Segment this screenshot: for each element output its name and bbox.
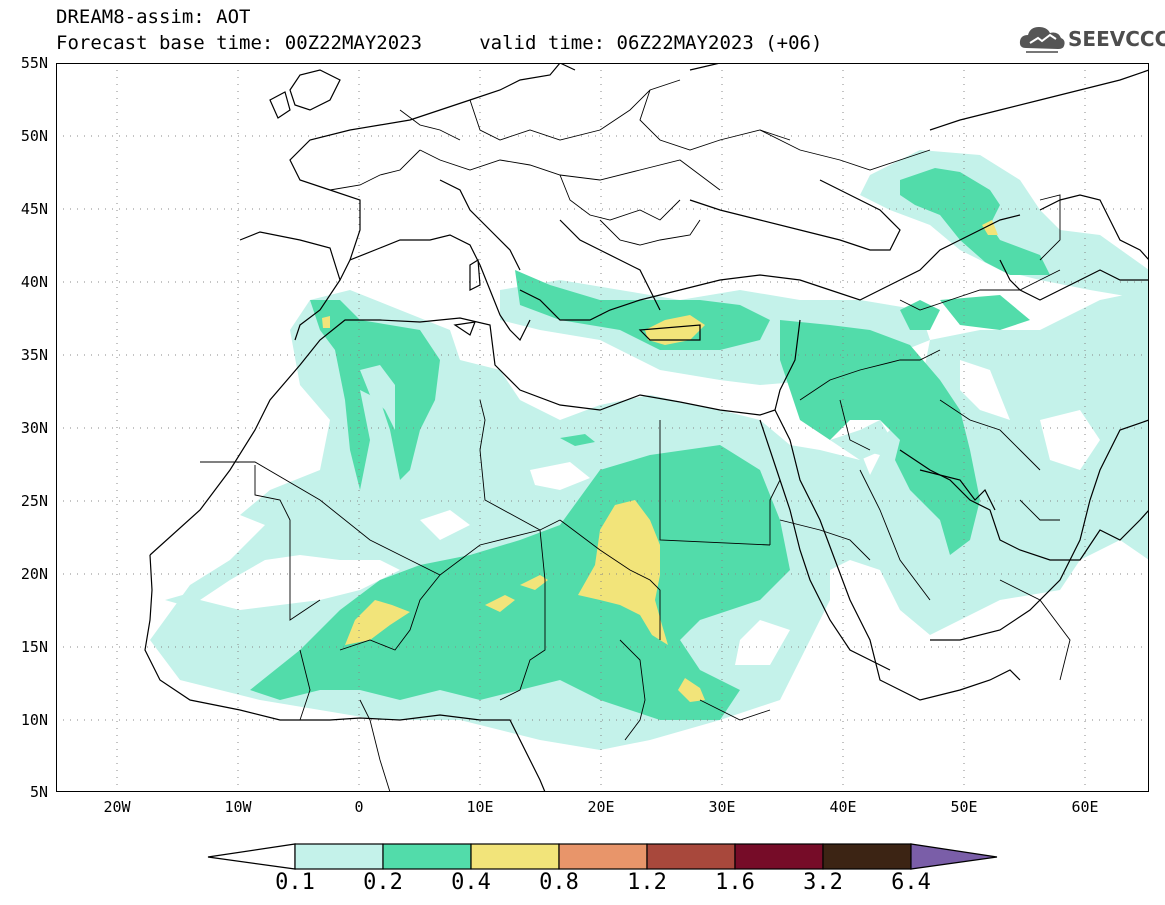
colorbar-label: 0.8 — [539, 870, 579, 895]
colorbar-box — [822, 843, 912, 870]
coastlines — [144, 63, 1149, 792]
colorbar-box — [558, 843, 648, 870]
colorbar-over-arrow — [910, 843, 998, 870]
lat-label: 35N — [20, 346, 48, 364]
lon-label: 10W — [224, 798, 252, 816]
lon-label: 10E — [466, 798, 494, 816]
colorbar-box — [470, 843, 560, 870]
colorbar-box — [294, 843, 384, 870]
cloud-icon — [1019, 27, 1065, 53]
lon-label: 20E — [587, 798, 615, 816]
colorbar-box — [734, 843, 824, 870]
lat-label: 25N — [20, 492, 48, 510]
aot-field-0.2 — [250, 168, 1050, 720]
map-title: DREAM8-assim: AOT — [56, 6, 251, 28]
lon-label: 30E — [708, 798, 736, 816]
lat-label: 55N — [20, 54, 48, 72]
logo-text: SEEVCCC — [1068, 27, 1165, 51]
lon-label: 60E — [1071, 798, 1099, 816]
aot-field-holes — [200, 360, 1100, 665]
lat-label: 10N — [20, 711, 48, 729]
colorbar-label: 3.2 — [803, 870, 843, 895]
colorbar-box — [382, 843, 472, 870]
lon-label: 40E — [829, 798, 857, 816]
colorbar-label: 6.4 — [891, 870, 931, 895]
lat-label: 40N — [20, 273, 48, 291]
lat-label: 50N — [20, 127, 48, 145]
colorbar-label: 0.2 — [363, 870, 403, 895]
country-borders — [200, 79, 1071, 792]
aot-field-green-holes — [360, 365, 895, 460]
lon-label: 20W — [103, 798, 131, 816]
colorbar-label: 1.2 — [627, 870, 667, 895]
lon-label: 0 — [354, 798, 364, 816]
lat-label: 15N — [20, 638, 48, 656]
lat-label: 5N — [29, 783, 48, 801]
lat-label: 45N — [20, 200, 48, 218]
seevccc-logo: SEEVCCC — [1018, 22, 1165, 58]
forecast-time-line: Forecast base time: 00Z22MAY2023 valid t… — [56, 32, 823, 54]
lon-label: 50E — [950, 798, 978, 816]
colorbar-box — [646, 843, 736, 870]
colorbar-label: 0.4 — [451, 870, 491, 895]
aot-field-0.4 — [322, 220, 998, 702]
map-grid — [56, 63, 1149, 792]
lat-label: 20N — [20, 565, 48, 583]
colorbar-label: 0.1 — [275, 870, 315, 895]
colorbar-under-arrow — [207, 843, 296, 870]
colorbar-label: 1.6 — [715, 870, 755, 895]
map-frame — [56, 63, 1149, 792]
lat-label: 30N — [20, 419, 48, 437]
